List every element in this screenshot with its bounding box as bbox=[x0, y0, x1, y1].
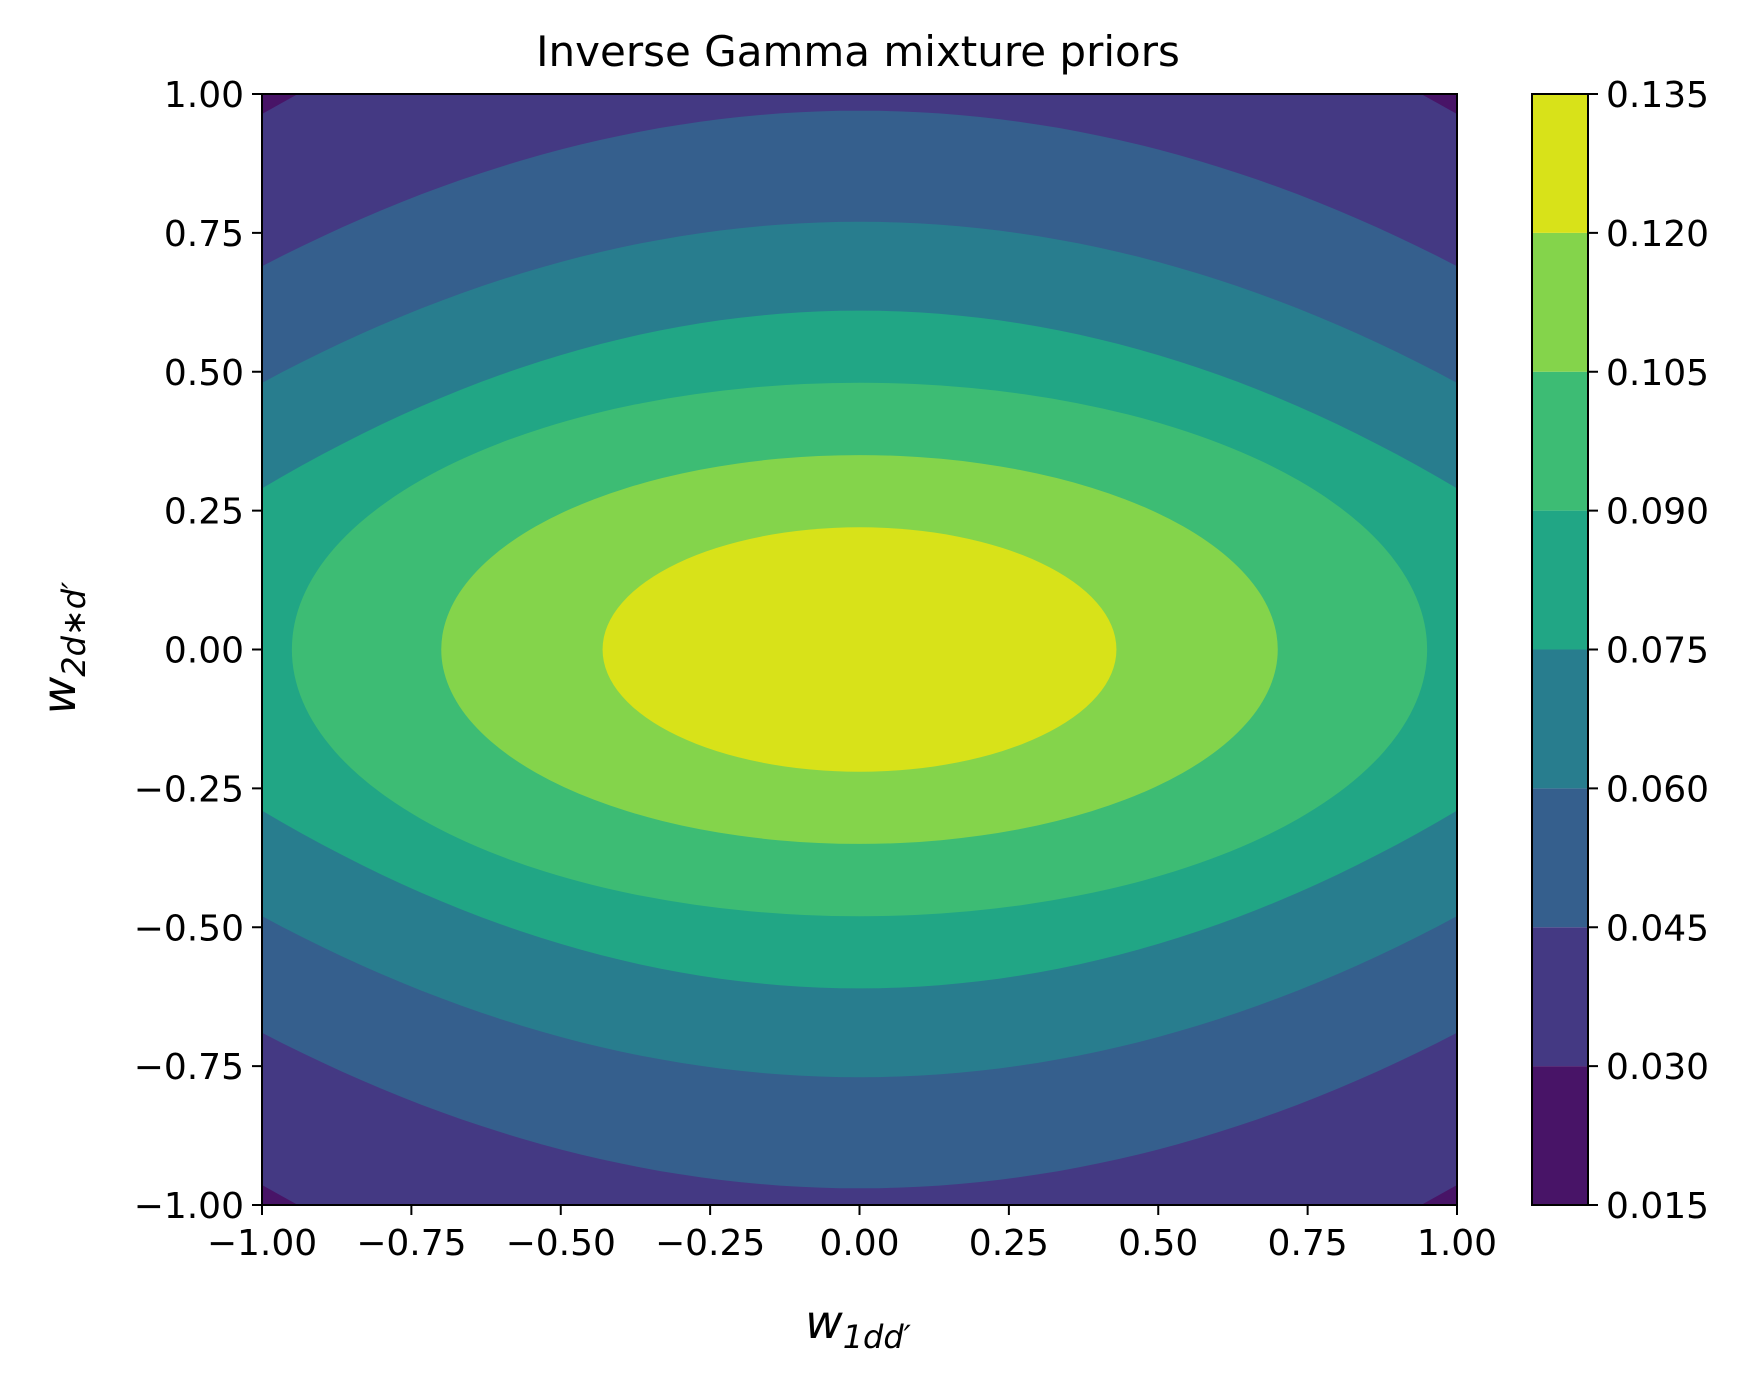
colorbar-tick-label: 0.015 bbox=[1606, 1186, 1709, 1227]
colorbar-tick-label: 0.030 bbox=[1606, 1047, 1709, 1088]
y-tick-label: 0.00 bbox=[164, 631, 244, 672]
x-axis-label-sub: 1dd′ bbox=[843, 1318, 912, 1356]
colorbar-segment bbox=[1532, 927, 1588, 1067]
x-tick-label: −0.50 bbox=[506, 1223, 616, 1264]
x-tick-label: −0.25 bbox=[655, 1223, 765, 1264]
x-axis-label: w1dd′ bbox=[805, 1295, 912, 1356]
colorbar: 0.015 0.030 0.045 0.060 0.075 0.090 0.105 0.120… bbox=[1531, 75, 1709, 1227]
colorbar-tick-label: 0.090 bbox=[1606, 492, 1709, 533]
x-axis-label-base: w bbox=[805, 1295, 843, 1349]
colorbar-tick-label: 0.060 bbox=[1606, 769, 1709, 810]
x-tick-label: −1.00 bbox=[207, 1223, 317, 1264]
colorbar-segment bbox=[1532, 94, 1588, 233]
y-axis-label-sub: 2d∗d′ bbox=[55, 581, 93, 677]
colorbar-tick-label: 0.135 bbox=[1606, 75, 1709, 116]
x-tick-label: 0.50 bbox=[1118, 1223, 1198, 1264]
colorbar-segment bbox=[1532, 371, 1588, 511]
colorbar-tick-label: 0.045 bbox=[1606, 908, 1709, 949]
colorbar-tick-label: 0.105 bbox=[1606, 353, 1709, 394]
colorbar-tick-label: 0.075 bbox=[1606, 631, 1709, 672]
y-axis-label-base: w bbox=[32, 676, 86, 714]
contour-corner-2 bbox=[262, 1185, 298, 1205]
y-axis: −1.00 −0.75 −0.50 −0.25 0.00 0.25 0.50 0.75 1.00 bbox=[134, 75, 262, 1227]
y-tick-label: 0.75 bbox=[164, 214, 244, 255]
contour-corner-3 bbox=[1421, 1185, 1457, 1205]
contour-band-0.120 bbox=[602, 527, 1117, 772]
y-tick-label: −0.50 bbox=[134, 908, 244, 949]
x-tick-label: 0.25 bbox=[969, 1223, 1049, 1264]
colorbar-segment bbox=[1532, 1066, 1588, 1205]
y-axis-label: w2d∗d′ bbox=[32, 581, 93, 714]
y-tick-label: −0.25 bbox=[134, 769, 244, 810]
y-tick-label: 0.50 bbox=[164, 353, 244, 394]
y-tick-label: 0.25 bbox=[164, 492, 244, 533]
x-tick-label: 0.00 bbox=[819, 1223, 899, 1264]
y-tick-label: −1.00 bbox=[134, 1186, 244, 1227]
plot-area bbox=[261, 93, 1458, 1206]
colorbar-segment bbox=[1532, 788, 1588, 928]
colorbar-segment bbox=[1532, 232, 1588, 372]
colorbar-tick-label: 0.120 bbox=[1606, 214, 1709, 255]
contour-corner-0 bbox=[262, 94, 298, 114]
y-tick-label: −0.75 bbox=[134, 1047, 244, 1088]
chart-title: Inverse Gamma mixture priors bbox=[536, 27, 1180, 76]
x-tick-label: 0.75 bbox=[1268, 1223, 1348, 1264]
colorbar-segment bbox=[1532, 649, 1588, 789]
x-tick-label: 1.00 bbox=[1417, 1223, 1497, 1264]
contour-corner-1 bbox=[1421, 94, 1457, 114]
y-tick-label: 1.00 bbox=[164, 75, 244, 116]
colorbar-segment bbox=[1532, 510, 1588, 650]
x-axis: −1.00 −0.75 −0.50 −0.25 0.00 0.25 0.50 0.75 1.00 bbox=[207, 1205, 1497, 1264]
x-tick-label: −0.75 bbox=[356, 1223, 466, 1264]
